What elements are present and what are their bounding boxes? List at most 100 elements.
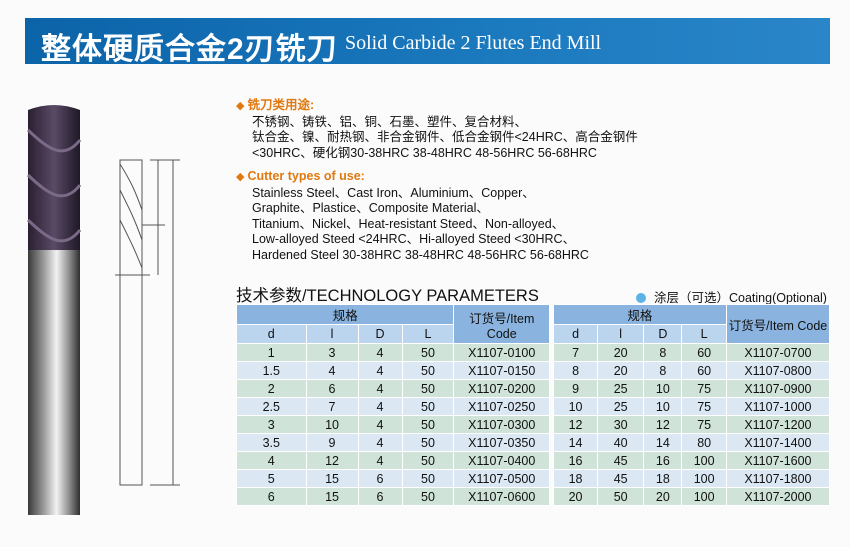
table-cell: X1107-0350 (453, 433, 550, 452)
table-cell: 75 (681, 397, 727, 416)
table-cell: 50 (401, 451, 455, 470)
uses-en-line: Low-alloyed Steed <24HRC、Hi-alloyed Stee… (252, 232, 576, 246)
title-banner: 整体硬质合金2刃铣刀 Solid Carbide 2 Flutes End Mi… (25, 18, 830, 66)
col-header-D: D (357, 324, 403, 344)
table-cell: 3 (236, 415, 307, 434)
table-cell: X1107-1400 (725, 433, 831, 452)
uses-cn-line: <30HRC、硬化钢30-38HRC 38-48HRC 48-56HRC 56-… (252, 145, 597, 160)
end-mill-photo (26, 105, 82, 515)
table-cell: 4 (236, 451, 307, 470)
table-cell: 100 (681, 469, 727, 488)
table-cell: 45 (597, 451, 645, 470)
table-cell: X1107-1800 (725, 469, 831, 488)
diamond-icon: ◆ (236, 100, 245, 112)
table-cell: 20 (597, 361, 645, 380)
table-cell: 75 (681, 415, 727, 434)
table-row: 7 20 8 60 X1107-0700 (552, 343, 831, 362)
table-row: 10 25 10 75 X1107-1000 (552, 397, 831, 416)
uses-cn-line: 不锈钢、铸铁、铝、铜、石墨、塑件、复合材料、 (252, 114, 528, 129)
col-header-l: l (305, 324, 359, 344)
col-header-L: L (681, 324, 727, 344)
uses-en-line: Hardened Steel 30-38HRC 38-48HRC 48-56HR… (252, 247, 589, 262)
table-cell: 8 (643, 343, 683, 362)
table-cell: 80 (681, 433, 727, 452)
table-cell: X1107-0400 (453, 451, 550, 470)
table-cell: X1107-0500 (453, 469, 550, 488)
table-row: 8 20 8 60 X1107-0800 (552, 361, 831, 380)
table-cell: 5 (236, 469, 307, 488)
table-cell: 4 (305, 361, 359, 380)
table-row: 4 12 4 50 X1107-0400 (236, 451, 550, 470)
table-cell: 50 (401, 379, 455, 398)
table-cell: 15 (305, 487, 359, 506)
table-cell: 4 (357, 343, 403, 362)
uses-en-line: Graphite、Plastice、Composite Material、 (252, 201, 489, 215)
table-row: 6 15 6 50 X1107-0600 (236, 487, 550, 506)
table-cell: X1107-0100 (453, 343, 550, 362)
spec-table-right: 规格 订货号/Item Code d l D L 7 20 8 60 X1107-070… (552, 304, 831, 506)
parameters-title: 技术参数/TECHNOLOGY PARAMETERS (236, 287, 539, 305)
table-cell: 10 (643, 397, 683, 416)
table-cell: 2 (236, 379, 307, 398)
table-cell: 18 (552, 469, 599, 488)
col-header-code: 订货号/Item Code (453, 304, 550, 344)
table-cell: 7 (305, 397, 359, 416)
table-cell: 100 (681, 451, 727, 470)
table-cell: X1107-0900 (725, 379, 831, 398)
table-cell: X1107-0200 (453, 379, 550, 398)
table-cell: X1107-0300 (453, 415, 550, 434)
table-cell: 25 (597, 379, 645, 398)
table-cell: 30 (597, 415, 645, 434)
table-cell: X1107-0150 (453, 361, 550, 380)
table-cell: X1107-1000 (725, 397, 831, 416)
title-en: Solid Carbide 2 Flutes End Mill (345, 32, 602, 54)
table-cell: 20 (597, 343, 645, 362)
table-cell: 50 (401, 487, 455, 506)
table-cell: 7 (552, 343, 599, 362)
col-header-d: d (552, 324, 599, 344)
uses-cn-line: 钛合金、镍、耐热钢、非合金钢件、低合金钢件<24HRC、高合金钢件 (252, 130, 638, 144)
coating-label: 涂层（可选）Coating(Optional) (654, 291, 827, 305)
table-cell: 14 (643, 433, 683, 452)
table-cell: 2.5 (236, 397, 307, 416)
table-cell: 50 (401, 361, 455, 380)
table-cell: X1107-1200 (725, 415, 831, 434)
table-cell: 40 (597, 433, 645, 452)
col-header-D: D (643, 324, 683, 344)
uses-en-line: Titanium、Nickel、Heat-resistant Steed、Non… (252, 216, 565, 231)
table-cell: 25 (597, 397, 645, 416)
table-row: 3.5 9 4 50 X1107-0350 (236, 433, 550, 452)
uses-en-line: Stainless Steel、Cast Iron、Aluminium、Copp… (252, 185, 535, 200)
table-row: 20 50 20 100 X1107-2000 (552, 487, 831, 506)
table-cell: 18 (643, 469, 683, 488)
table-cell: 10 (643, 379, 683, 398)
table-row: 12 30 12 75 X1107-1200 (552, 415, 831, 434)
table-cell: 4 (357, 451, 403, 470)
table-row: 1 3 4 50 X1107-0100 (236, 343, 550, 362)
table-cell: 14 (552, 433, 599, 452)
table-cell: 6 (305, 379, 359, 398)
table-cell: 1 (236, 343, 307, 362)
table-cell: 6 (236, 487, 307, 506)
table-cell: 8 (552, 361, 599, 380)
table-row: 14 40 14 80 X1107-1400 (552, 433, 831, 452)
uses-en-heading: Cutter types of use: (247, 169, 365, 183)
table-cell: 3 (305, 343, 359, 362)
table-row: 1.5 4 4 50 X1107-0150 (236, 361, 550, 380)
table-row: 2 6 4 50 X1107-0200 (236, 379, 550, 398)
coating-note: 涂层（可选）Coating(Optional) (636, 287, 827, 306)
spec-table-left: 规格 订货号/Item Code d l D L 1 3 4 50 X1107-0100… (235, 304, 550, 506)
table-cell: 16 (552, 451, 599, 470)
table-cell: X1107-0250 (453, 397, 550, 416)
table-cell: 9 (552, 379, 599, 398)
table-cell: X1107-0600 (453, 487, 550, 506)
table-row: 2.5 7 4 50 X1107-0250 (236, 397, 550, 416)
table-cell: 4 (357, 433, 403, 452)
table-cell: X1107-2000 (725, 487, 831, 506)
end-mill-drawing (115, 159, 180, 486)
table-cell: X1107-0700 (725, 343, 831, 362)
table-cell: 100 (681, 487, 727, 506)
table-row: 3 10 4 50 X1107-0300 (236, 415, 550, 434)
table-row: 9 25 10 75 X1107-0900 (552, 379, 831, 398)
table-cell: X1107-1600 (725, 451, 831, 470)
